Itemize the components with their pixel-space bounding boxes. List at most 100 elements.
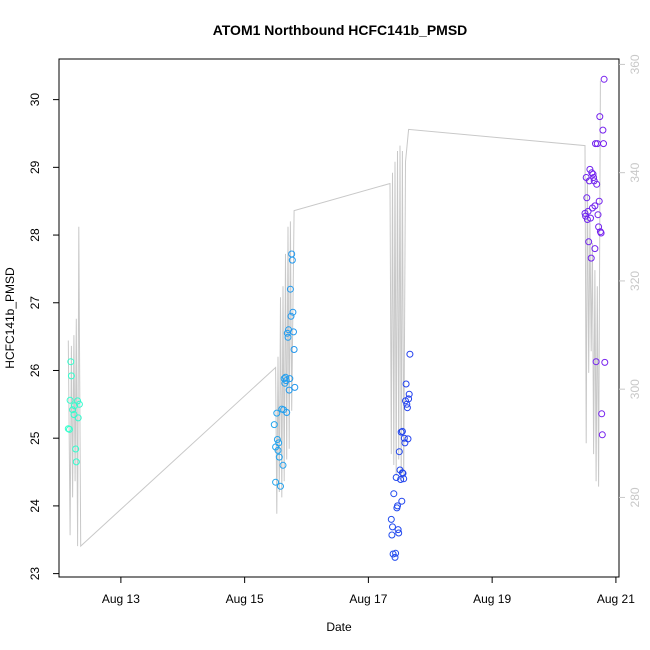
data-point [284,333,292,341]
data-point [74,414,82,422]
data-point [273,436,281,443]
data-point [270,421,278,429]
data-point [404,435,412,443]
data-point [282,373,289,381]
data-point [402,380,410,388]
data-point [405,390,413,398]
plot-area [58,58,620,578]
y-axis: 23 24 25 26 27 28 29 30 [28,93,59,581]
data-point [66,396,74,404]
data-point [390,490,398,498]
data-point [275,439,283,447]
chart-title: ATOM1 Northbound HCFC141b_PMSD [213,22,468,38]
secondary-y-tick-label: 320 [628,271,642,291]
data-point [397,476,405,483]
data-point [70,411,78,418]
x-tick-label: Aug 21 [597,592,635,606]
points-layer [64,75,609,561]
data-point [595,223,603,231]
secondary-y-tick-label: 340 [628,162,642,182]
plot-frame [58,58,620,578]
data-point [275,453,283,461]
secondary-y-axis: 280 300 320 340 360 [619,54,642,507]
data-point [395,529,403,537]
data-point [387,515,395,523]
secondary-y-tick-label: 360 [628,54,642,74]
data-point [389,523,396,531]
data-point [583,194,591,202]
data-point [392,474,400,481]
data-point [291,383,299,391]
data-point [67,358,75,366]
data-point [287,312,295,320]
y-tick-label: 24 [28,499,42,513]
data-point [277,482,284,490]
data-point [597,229,605,237]
y-tick-label: 30 [28,93,42,107]
x-tick-label: Aug 19 [473,592,511,606]
data-point [586,165,594,173]
data-point [405,395,413,403]
data-point [69,406,77,414]
secondary-y-tick-label: 300 [628,379,642,399]
data-point [398,427,406,435]
data-point [589,170,597,178]
data-point [392,549,400,557]
x-tick-label: Aug 17 [349,592,387,606]
data-point [286,285,294,293]
data-point [595,197,603,205]
data-point [588,169,596,177]
data-point [598,410,606,418]
data-point [66,425,73,433]
x-axis: Aug 13 Aug 15 Aug 17 Aug 19 Aug 21 [102,577,635,606]
data-point [591,245,599,253]
data-point [72,458,80,466]
data-point [288,256,296,264]
y-tick-label: 29 [28,160,42,174]
data-point [397,428,405,436]
data-point [285,386,293,394]
data-point [75,400,83,408]
data-point [584,207,592,215]
data-point [394,526,402,534]
data-point [591,202,599,210]
data-point [290,346,298,353]
secondary-series-line [67,80,601,548]
data-point [388,531,396,539]
y-tick-label: 25 [28,431,42,445]
data-point [395,448,403,456]
data-point [282,377,290,385]
secondary-y-tick-label: 280 [628,487,642,507]
x-axis-label: Date [326,620,352,634]
data-point [272,478,280,486]
data-point [400,434,408,442]
data-point [599,126,607,134]
data-point [283,409,291,416]
data-point [585,177,593,185]
data-point [394,502,401,510]
data-point [399,469,407,477]
x-tick-label: Aug 15 [226,592,264,606]
data-point [279,461,287,469]
data-point [274,446,282,454]
data-point [71,402,78,410]
data-point [398,497,406,505]
data-point [598,431,606,439]
data-point [286,375,294,383]
data-point [601,358,609,366]
data-point [590,174,598,181]
data-point [585,238,593,246]
data-point [289,308,297,316]
data-point [273,409,281,417]
data-point [587,254,595,262]
y-tick-label: 28 [28,228,42,242]
data-point [290,328,297,336]
data-point [400,475,408,483]
data-point [587,214,594,222]
y-tick-label: 23 [28,567,42,581]
data-point [406,350,414,358]
y-tick-label: 26 [28,363,42,377]
data-point [64,425,72,433]
secondary-series-layer [67,80,601,548]
